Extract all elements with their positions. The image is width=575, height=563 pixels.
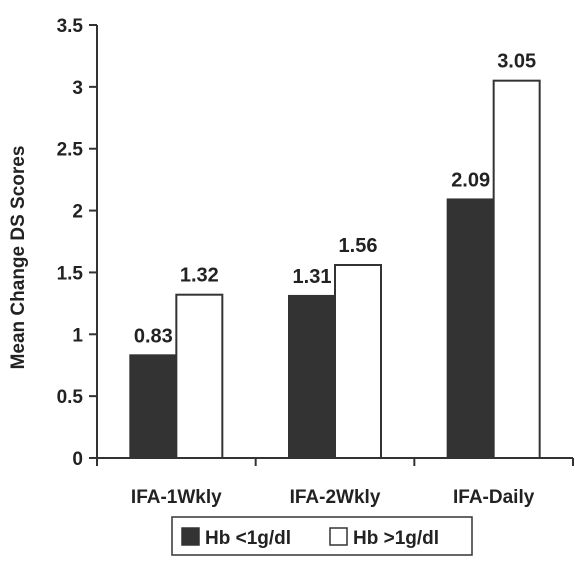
bar-hb-lt-1-ifa-1wkly	[129, 354, 178, 459]
data-label: 1.32	[180, 265, 219, 287]
data-label: 1.31	[293, 266, 332, 288]
legend-label-hb-gt-1: Hb >1g/dl	[353, 528, 439, 549]
y-tick-label: 1	[72, 325, 83, 346]
legend-label-hb-lt-1: Hb <1g/dl	[205, 528, 291, 549]
y-tick-label: 0.5	[57, 387, 84, 408]
y-tick-label: 2.5	[57, 140, 84, 161]
bar-hb-gt-1-ifa-2wkly	[334, 264, 382, 459]
x-category-label: IFA-2Wkly	[290, 487, 381, 508]
data-label: 3.05	[497, 51, 536, 73]
y-tick-label: 3.5	[57, 16, 84, 37]
legend-swatch-hb-gt-1	[329, 527, 348, 546]
x-category-label: IFA-1Wkly	[131, 487, 222, 508]
y-axis-ticks: 0 0.5 1 1.5 2 2.5 3 3.5	[57, 16, 574, 470]
bar-hb-lt-1-ifa-2wkly	[288, 294, 336, 460]
bar-hb-gt-1-ifa-1wkly	[175, 293, 224, 459]
y-tick-label: 0	[72, 449, 83, 470]
data-label: 1.56	[339, 235, 378, 257]
legend-swatch-hb-lt-1	[181, 527, 200, 546]
y-tick-label: 1.5	[57, 263, 84, 284]
x-axis-labels: IFA-1Wkly IFA-2Wkly IFA-Daily	[131, 487, 535, 508]
y-tick-label: 3	[72, 78, 83, 99]
data-labels: 0.83 1.32 1.31 1.56 2.09 3.05	[134, 51, 536, 348]
legend: Hb <1g/dl Hb >1g/dl	[171, 516, 473, 556]
y-tick-label: 2	[72, 202, 83, 223]
bar-hb-gt-1-ifa-daily	[492, 79, 541, 460]
bar-hb-lt-1-ifa-daily	[446, 198, 495, 460]
legend-box	[171, 516, 473, 556]
data-label: 2.09	[451, 169, 490, 191]
data-label: 0.83	[134, 325, 173, 347]
x-category-label: IFA-Daily	[453, 487, 535, 508]
bars	[129, 79, 541, 460]
y-axis-title: Mean Change DS Scores	[8, 146, 29, 370]
